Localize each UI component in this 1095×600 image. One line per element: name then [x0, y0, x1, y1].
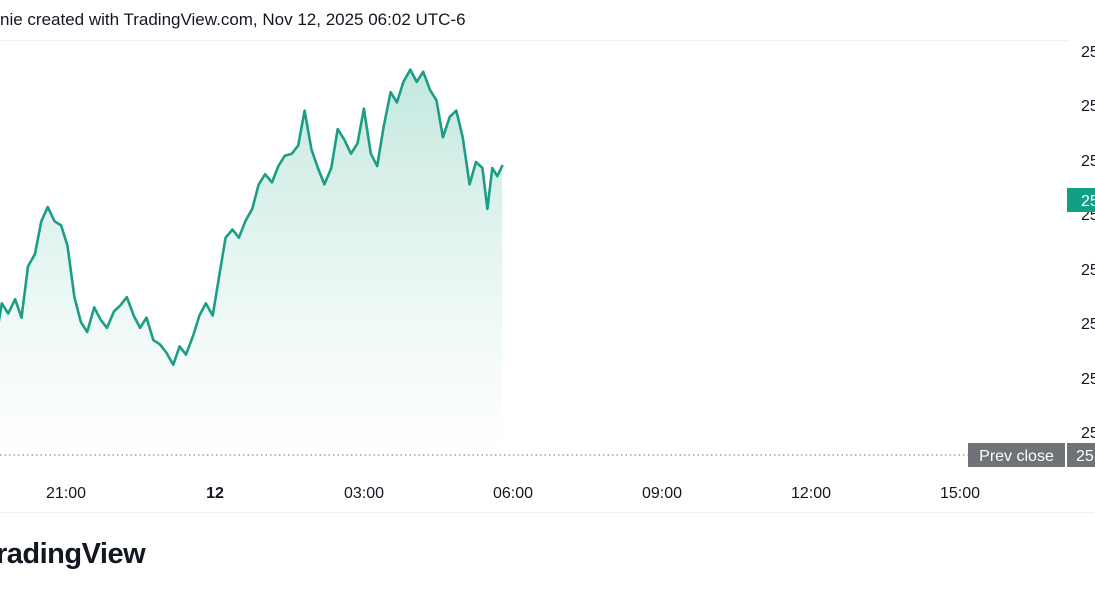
y-tick-label: 25	[1081, 44, 1095, 61]
current-price-badge	[1067, 188, 1095, 212]
y-tick-label: 25	[1081, 98, 1095, 115]
bottom-divider	[0, 512, 1095, 513]
x-tick-label: 06:00	[493, 485, 533, 502]
price-area-fill	[0, 69, 503, 455]
x-tick-label: 03:00	[344, 485, 384, 502]
price-chart[interactable]: 21:00 12 03:00 06:00 09:00 12:00 15:00 2525252…	[0, 0, 1095, 515]
price-line	[0, 68, 504, 367]
price-line-layer	[0, 68, 504, 367]
x-axis: 21:00 12 03:00 06:00 09:00 12:00 15:00	[46, 485, 980, 502]
y-tick-label: 25	[1081, 316, 1095, 333]
tradingview-logo-text: radingView	[0, 538, 146, 570]
prev-close-value-badge	[1067, 443, 1095, 467]
y-tick-label: 25	[1081, 425, 1095, 442]
y-tick-label: 25	[1081, 153, 1095, 170]
prev-close-badge	[968, 443, 1065, 467]
x-tick-label: 15:00	[940, 485, 980, 502]
x-tick-label: 12	[206, 485, 224, 502]
top-divider	[0, 40, 1068, 41]
y-tick-label: 25	[1081, 262, 1095, 279]
attribution-text: nie created with TradingView.com, Nov 12…	[0, 10, 466, 29]
axis-badges: 25 Prev close 25	[968, 188, 1095, 467]
current-price-label: 25	[1081, 193, 1095, 210]
y-axis: 25 25 25 25 25 25 25 25	[1081, 44, 1095, 442]
price-area-layer	[0, 69, 503, 455]
prev-close-value-label: 25	[1076, 448, 1094, 465]
x-tick-label: 09:00	[642, 485, 682, 502]
x-tick-label: 21:00	[46, 485, 86, 502]
x-tick-label: 12:00	[791, 485, 831, 502]
y-tick-label: 25	[1081, 371, 1095, 388]
prev-close-label: Prev close	[979, 448, 1054, 465]
